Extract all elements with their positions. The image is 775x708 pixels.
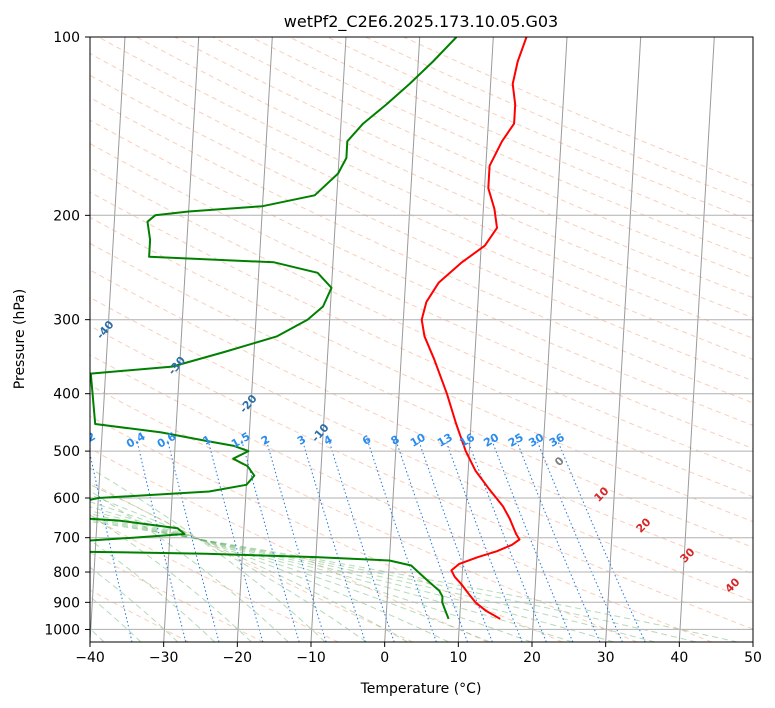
x-tick-label: −20 [223,650,253,666]
x-tick-label: 30 [597,650,615,666]
axes: −40 −30 −20 −10 0 10 20 30 40 50 100 200 300 400 500 60… [44,30,762,666]
gridlines [90,37,753,642]
mixing-ratio-line [516,440,601,642]
temperature-profile [420,37,528,620]
dry-adiabat [288,37,753,241]
moist-adiabat [90,510,532,642]
mixing-ratio-line [265,440,327,642]
mixing-ratio-line [467,440,547,642]
x-axis-title: Temperature (°C) [360,681,482,697]
isotherm [678,37,715,642]
dewpoint-profile [90,37,458,620]
dry-adiabat [90,384,638,642]
y-tick-label: 900 [53,595,80,611]
dry-adiabat [403,37,753,187]
mixing-ratio-label: 0.2 [74,430,97,451]
mixing-ratio-line [557,440,646,642]
mixing-ratio-line [90,451,133,642]
dry-adiabat [90,516,339,642]
x-tick-label: −30 [149,650,179,666]
dry-adiabat [90,119,753,427]
moist-adiabat [90,484,367,642]
y-axis-title: Pressure (hPa) [12,289,28,389]
isotherm [90,37,126,642]
dry-adiabat [98,37,753,339]
isotherm [310,37,347,642]
dry-adiabat [90,143,753,450]
y-tick-label: 200 [53,208,80,224]
x-tick-label: 40 [670,650,688,666]
mixing-ratio-line [328,440,395,642]
y-tick-label: 400 [53,387,80,403]
dry-adiabat [90,96,753,404]
isotherm [236,37,273,642]
dry-adiabat [90,242,753,548]
dry-adiabat [90,53,753,360]
x-tick-label: 10 [449,650,467,666]
chart-title: wetPf2_C2E6.2025.173.10.05.G03 [284,12,558,32]
dry-adiabat [90,415,563,642]
moist-adiabat [90,501,450,642]
dry-adiabat [365,37,753,204]
y-tick-label: 800 [53,565,80,581]
plot-frame [89,36,754,643]
x-tick-label: 50 [744,650,762,666]
isotherm [384,37,421,642]
moist-adiabat [90,506,491,642]
mixing-ratio-line [207,440,264,642]
y-tick-label: 500 [53,444,80,460]
mixing-ratio-line [136,440,187,642]
x-tick-label: 0 [380,650,389,666]
isotherm [605,37,642,642]
x-tick-label: −10 [296,650,326,666]
mixing-ratio-line [241,440,300,642]
mixing-ratio-line [301,440,366,642]
dry-adiabat [90,354,712,642]
isotherm [531,37,568,642]
dry-adiabat [90,296,753,602]
mixing-ratio-line [536,440,623,642]
isotherm [163,37,200,642]
x-tick-label: −40 [75,650,105,666]
y-tick-label: 1000 [44,622,80,638]
mixing-ratio-line [445,440,523,642]
mixing-ratio-line [491,440,574,642]
y-tick-label: 600 [53,491,80,507]
y-tick-label: 700 [53,531,80,547]
y-tick-label: 300 [53,313,80,329]
x-tick-label: 20 [523,650,541,666]
isotherm [457,37,494,642]
y-tick-label: 100 [53,30,80,46]
profiles [90,37,528,620]
dry-adiabat [90,269,753,575]
dry-adiabat [174,37,753,299]
mixing-ratio-line [167,440,220,642]
